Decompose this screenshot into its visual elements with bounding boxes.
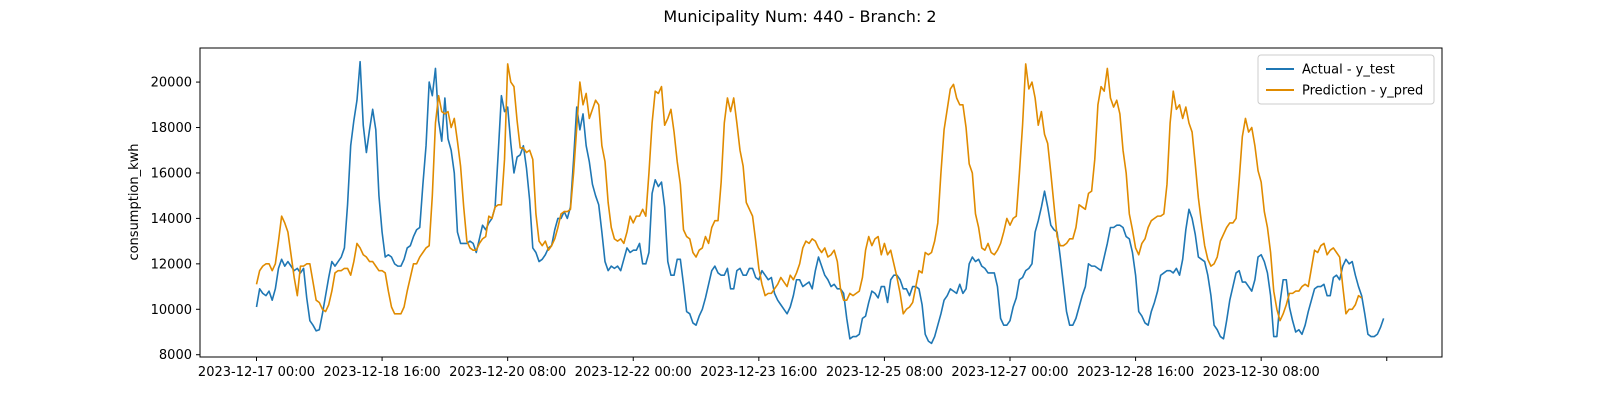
- chart-title: Municipality Num: 440 - Branch: 2: [663, 7, 936, 26]
- x-axis: 2023-12-17 00:00 2023-12-18 16:00 2023-12-…: [198, 357, 1388, 380]
- y-tick-label: 14000: [151, 212, 192, 227]
- y-axis-label: consumption_kwh: [127, 143, 142, 260]
- series-line-0: [255, 60, 1385, 345]
- y-tick-label: 20000: [151, 76, 192, 91]
- legend: Actual - y_test Prediction - y_pred: [1257, 54, 1435, 105]
- x-tick-label: 2023-12-30 08:00: [1203, 365, 1320, 380]
- series-layer: [255, 60, 1385, 345]
- y-tick-label: 8000: [159, 348, 192, 363]
- series-line-1: [255, 63, 1363, 322]
- y-tick-label: 10000: [151, 303, 192, 318]
- legend-box: [1257, 54, 1435, 105]
- x-tick-label: 2023-12-22 00:00: [575, 365, 692, 380]
- x-tick-label: 2023-12-18 16:00: [324, 365, 441, 380]
- y-axis: 8000 10000 12000 14000 16000 18000 20000: [151, 76, 200, 363]
- legend-label-1: Prediction - y_pred: [1302, 84, 1423, 99]
- y-tick-label: 16000: [151, 166, 192, 181]
- x-tick-label: 2023-12-23 16:00: [700, 365, 817, 380]
- x-tick-label: 2023-12-27 00:00: [951, 365, 1068, 380]
- plot-area-frame: [199, 47, 1443, 358]
- x-tick-label: 2023-12-25 08:00: [826, 365, 943, 380]
- x-tick-label: 2023-12-20 08:00: [449, 365, 566, 380]
- x-tick-label: 2023-12-28 16:00: [1077, 365, 1194, 380]
- x-tick-label: 2023-12-17 00:00: [198, 365, 315, 380]
- legend-label-0: Actual - y_test: [1302, 63, 1395, 78]
- y-tick-label: 18000: [151, 121, 192, 136]
- y-tick-label: 12000: [151, 257, 192, 272]
